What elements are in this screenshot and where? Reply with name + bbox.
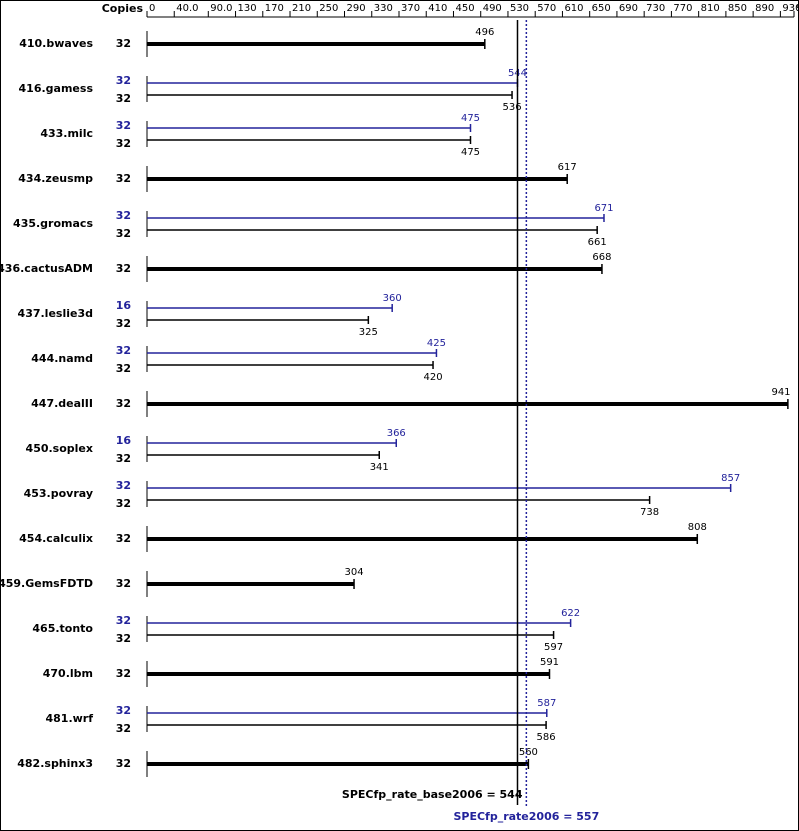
peak-copies: 32 <box>116 344 131 357</box>
base-copies: 32 <box>116 397 131 410</box>
value-label: 597 <box>544 642 563 653</box>
base-copies: 32 <box>116 227 131 240</box>
value-label: 857 <box>721 473 740 484</box>
x-tick-label: 950 <box>796 3 799 14</box>
value-label: 587 <box>537 698 556 709</box>
x-tick-label: 530 <box>510 3 529 14</box>
value-label: 325 <box>359 327 378 338</box>
x-tick-label: 450 <box>455 3 474 14</box>
base-copies: 32 <box>116 632 131 645</box>
peak-copies: 16 <box>116 299 132 312</box>
value-label: 661 <box>588 237 607 248</box>
benchmark-name: 454.calculix <box>19 532 93 545</box>
x-tick-label: 730 <box>646 3 665 14</box>
copies-header: Copies <box>102 2 144 15</box>
value-label: 341 <box>370 462 389 473</box>
base-copies: 32 <box>116 722 131 735</box>
base-copies: 32 <box>116 137 131 150</box>
x-tick-label: 650 <box>592 3 611 14</box>
benchmark-name: 482.sphinx3 <box>17 757 93 770</box>
peak-copies: 32 <box>116 479 131 492</box>
base-copies: 32 <box>116 667 131 680</box>
value-label: 586 <box>537 732 556 743</box>
x-tick-label: 490 <box>483 3 502 14</box>
benchmark-name: 470.lbm <box>43 667 93 680</box>
x-tick-label: 690 <box>619 3 638 14</box>
peak-copies: 32 <box>116 209 131 222</box>
x-tick-label: 890 <box>755 3 774 14</box>
value-label: 622 <box>561 608 580 619</box>
value-label: 475 <box>461 147 480 158</box>
x-tick-label: 330 <box>374 3 393 14</box>
base-copies: 32 <box>116 497 131 510</box>
x-tick-label: 130 <box>238 3 257 14</box>
base-copies: 32 <box>116 37 131 50</box>
peak-copies: 32 <box>116 119 131 132</box>
base-copies: 32 <box>116 577 131 590</box>
x-tick-label: 90.0 <box>210 3 232 14</box>
x-tick-label: 930 <box>782 3 799 14</box>
x-tick-label: 610 <box>564 3 583 14</box>
benchmark-name: 447.dealII <box>31 397 93 410</box>
benchmark-name: 465.tonto <box>32 622 93 635</box>
benchmark-name: 434.zeusmp <box>18 172 93 185</box>
value-label: 304 <box>344 567 363 578</box>
x-tick-label: 410 <box>428 3 447 14</box>
value-label: 738 <box>640 507 659 518</box>
x-tick-label: 170 <box>265 3 284 14</box>
peak-copies: 32 <box>116 74 131 87</box>
base-copies: 32 <box>116 172 131 185</box>
base-copies: 32 <box>116 452 131 465</box>
base-copies: 32 <box>116 362 131 375</box>
value-label: 668 <box>592 252 611 263</box>
peak-copies: 16 <box>116 434 132 447</box>
base-copies: 32 <box>116 92 131 105</box>
benchmark-name: 444.namd <box>31 352 93 365</box>
value-label: 425 <box>427 338 446 349</box>
x-tick-label: 210 <box>292 3 311 14</box>
x-tick-label: 250 <box>319 3 338 14</box>
peak-copies: 32 <box>116 614 131 627</box>
value-label: 560 <box>519 747 538 758</box>
benchmark-name: 437.leslie3d <box>18 307 93 320</box>
x-tick-label: 0 <box>149 3 155 14</box>
value-label: 808 <box>688 522 707 533</box>
base-copies: 32 <box>116 757 131 770</box>
x-tick-label: 770 <box>673 3 692 14</box>
benchmark-name: 410.bwaves <box>19 37 93 50</box>
benchmark-name: 481.wrf <box>45 712 93 725</box>
x-tick-label: 40.0 <box>176 3 198 14</box>
x-tick-label: 370 <box>401 3 420 14</box>
x-tick-label: 810 <box>701 3 720 14</box>
value-label: 475 <box>461 113 480 124</box>
value-label: 591 <box>540 657 559 668</box>
x-tick-label: 850 <box>728 3 747 14</box>
value-label: 536 <box>502 102 521 113</box>
benchmark-name: 450.soplex <box>26 442 93 455</box>
benchmark-name: 453.povray <box>24 487 93 500</box>
benchmark-name: 436.cactusADM <box>0 262 93 275</box>
base-copies: 32 <box>116 317 131 330</box>
x-tick-label: 570 <box>537 3 556 14</box>
value-label: 941 <box>771 387 790 398</box>
x-tick-label: 290 <box>347 3 366 14</box>
value-label: 360 <box>383 293 402 304</box>
benchmark-name: 435.gromacs <box>13 217 93 230</box>
peak-copies: 32 <box>116 704 131 717</box>
benchmark-name: 416.gamess <box>19 82 94 95</box>
value-label: 420 <box>423 372 442 383</box>
benchmark-name: 433.milc <box>40 127 93 140</box>
peak-metric-label: SPECfp_rate2006 = 557 <box>453 810 599 823</box>
base-copies: 32 <box>116 532 131 545</box>
value-label: 671 <box>594 203 613 214</box>
base-copies: 32 <box>116 262 131 275</box>
value-label: 366 <box>387 428 406 439</box>
value-label: 496 <box>475 27 494 38</box>
value-label: 617 <box>558 162 577 173</box>
benchmark-name: 459.GemsFDTD <box>0 577 93 590</box>
base-metric-label: SPECfp_rate_base2006 = 544 <box>342 788 523 801</box>
